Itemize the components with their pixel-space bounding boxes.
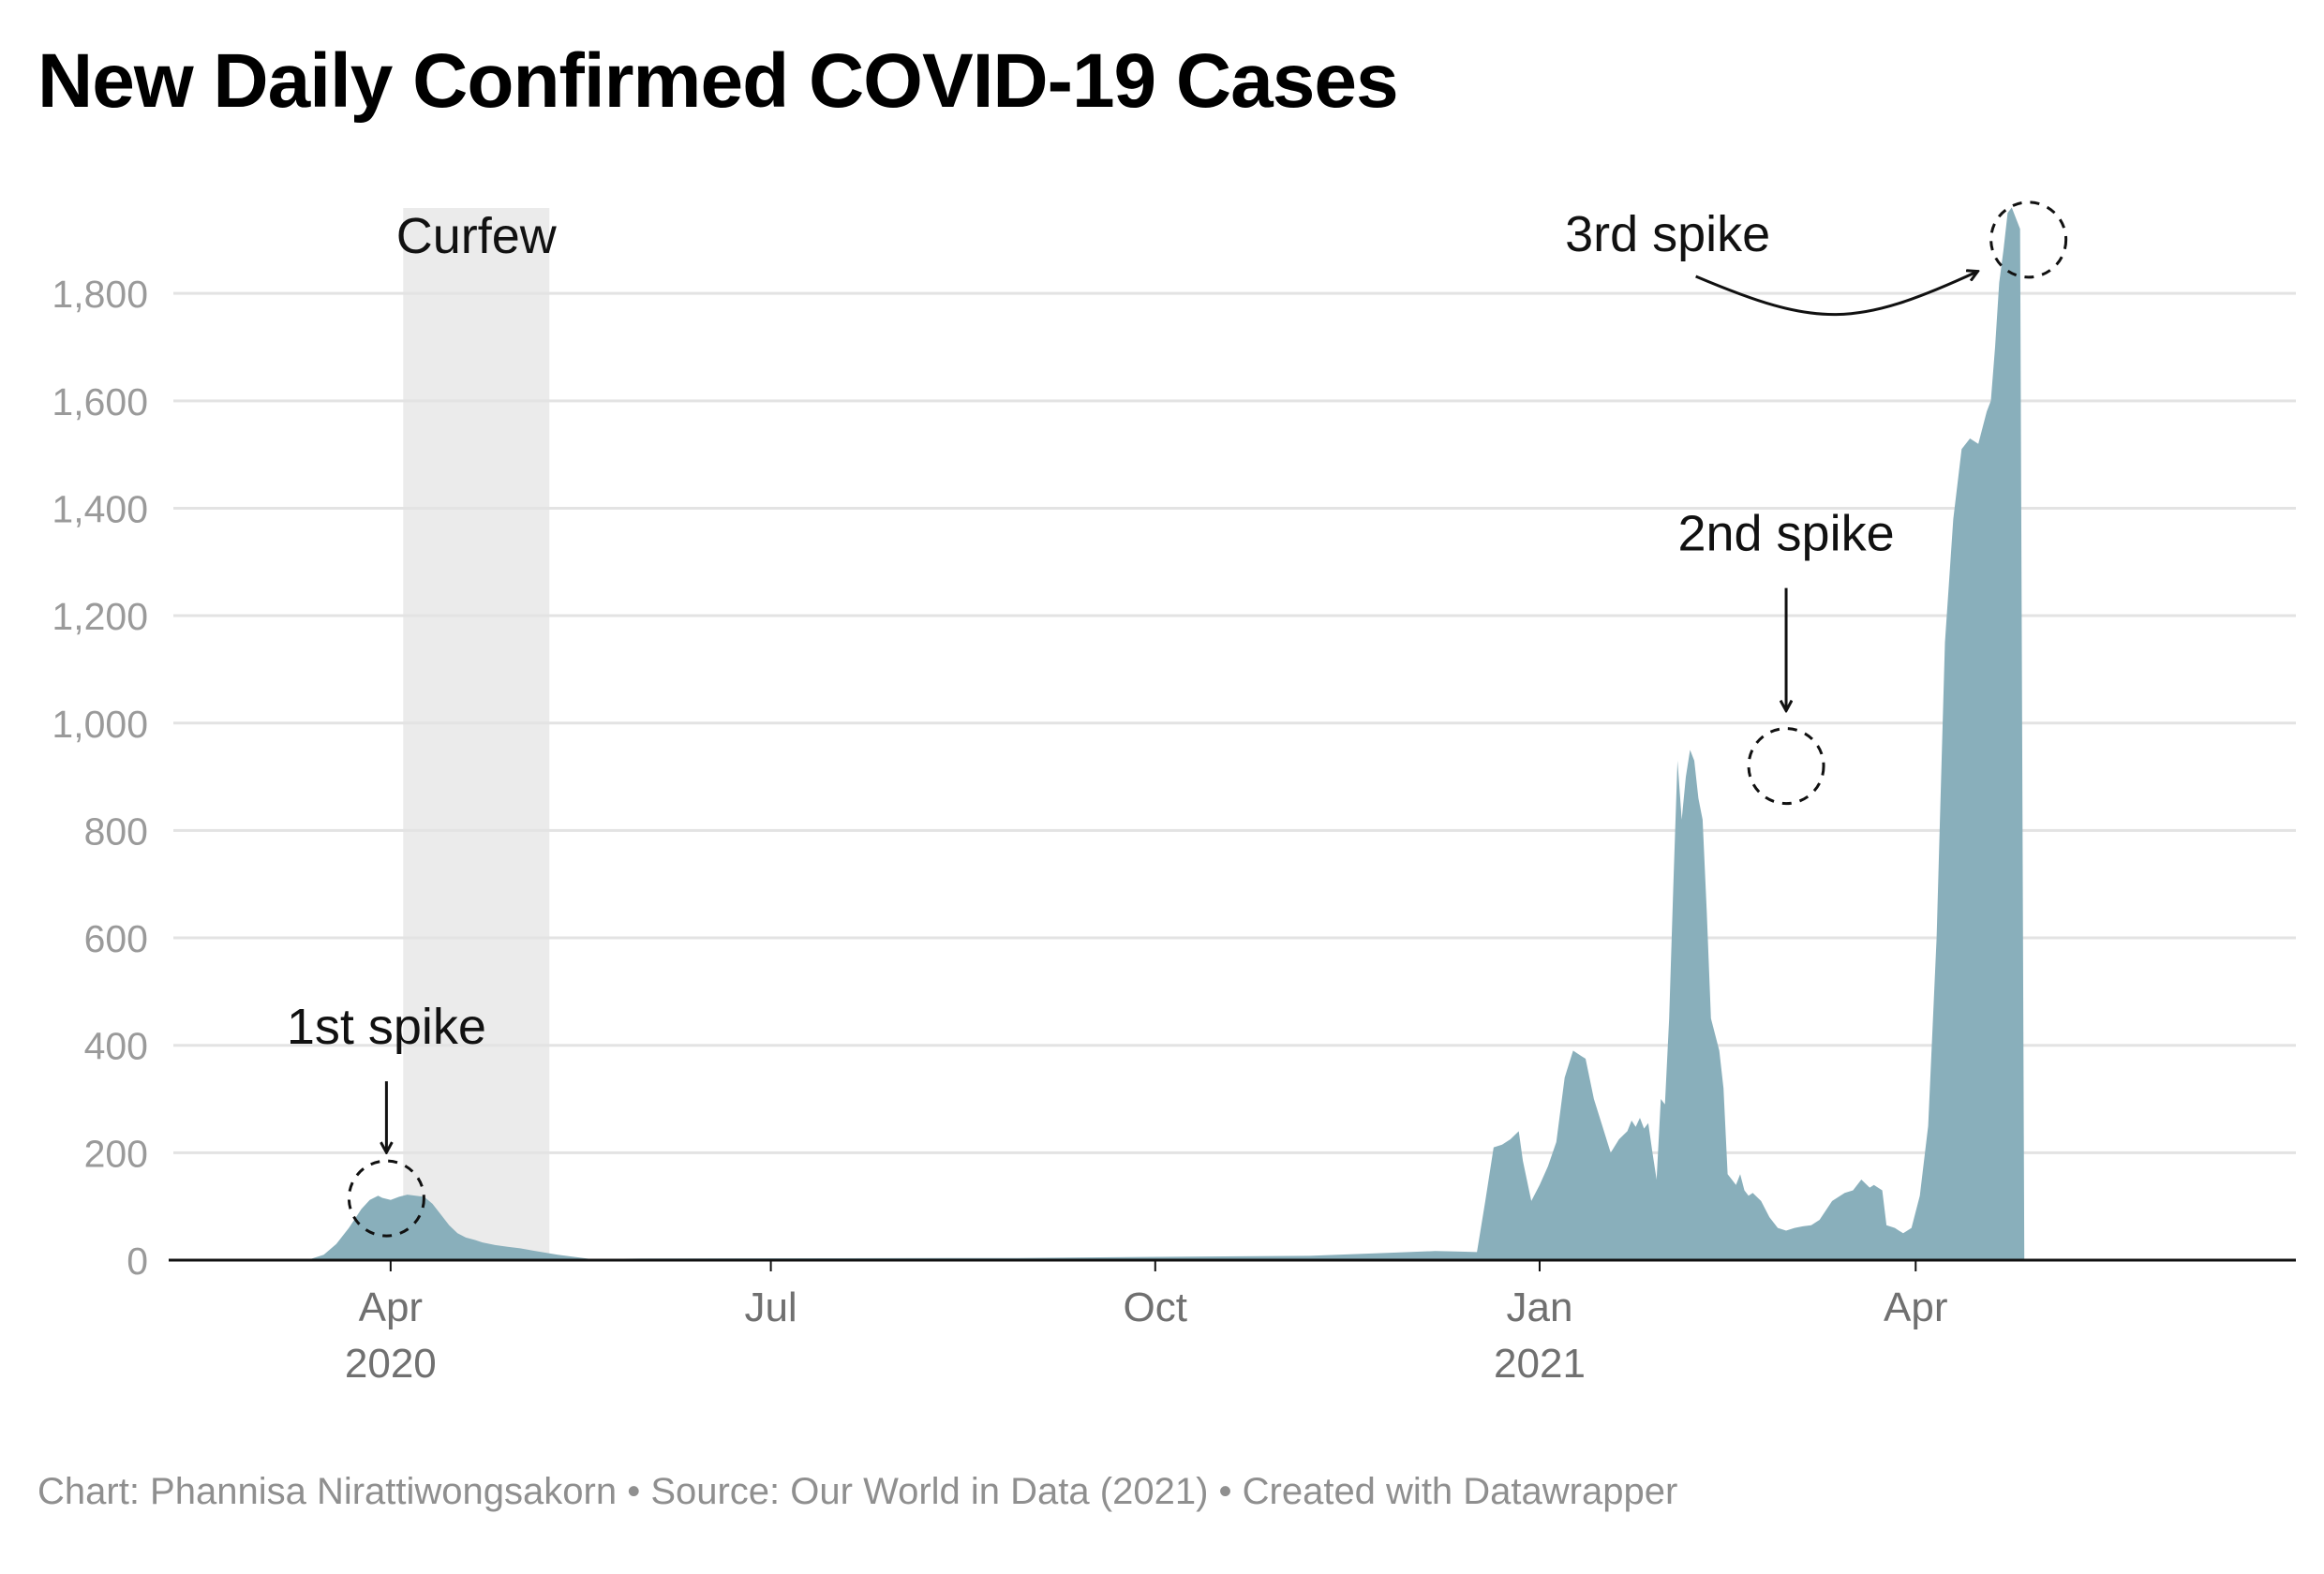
- y-tick-label: 400: [84, 1025, 148, 1068]
- x-tick-label: Jan: [1507, 1284, 1573, 1330]
- annotations: 1st spike 2nd spike 3rd spike: [287, 200, 2068, 1238]
- x-tick-year-label: 2020: [345, 1341, 437, 1387]
- y-tick-label: 1,200: [52, 595, 148, 638]
- x-tick-label: Apr: [1884, 1284, 1947, 1330]
- spike-label: 1st spike: [287, 999, 486, 1055]
- spike-highlight-circle: [1989, 200, 2068, 279]
- y-tick-label: 800: [84, 809, 148, 853]
- curfew-shaded-band: [403, 208, 550, 1260]
- spike-highlight-circle: [1747, 727, 1825, 806]
- y-tick-label: 1,600: [52, 380, 148, 423]
- chart-title: New Daily Confirmed COVID-19 Cases: [37, 38, 1399, 124]
- spike-label: 3rd spike: [1565, 206, 1770, 262]
- y-tick-label: 600: [84, 917, 148, 960]
- y-tick-label: 200: [84, 1132, 148, 1175]
- x-tick-label: Jul: [744, 1284, 797, 1330]
- x-axis-tick-labels: Apr 2020 Jul Oct Jan 2021 Apr: [345, 1260, 1948, 1387]
- shaded-region-layer: Curfew: [396, 208, 558, 1260]
- y-tick-label: 1,400: [52, 487, 148, 530]
- y-tick-label: 1,000: [52, 703, 148, 746]
- spike-highlight-circle: [347, 1159, 425, 1238]
- x-tick-year-label: 2021: [1494, 1341, 1586, 1387]
- spike-arrow: [1695, 272, 1977, 317]
- chart-footer: Chart: Phannisa Nirattiwongsakorn • Sour…: [37, 1471, 1678, 1512]
- y-tick-label: 0: [127, 1240, 148, 1283]
- spike-label: 2nd spike: [1677, 506, 1894, 562]
- x-tick-label: Apr: [359, 1284, 423, 1330]
- curfew-label: Curfew: [396, 208, 558, 264]
- gridlines: [173, 291, 2296, 1154]
- y-axis-tick-labels: 0 200 400 600 800 1,000 1,200 1,400 1,600 1,800: [52, 273, 148, 1283]
- y-tick-label: 1,800: [52, 273, 148, 316]
- x-tick-label: Oct: [1124, 1284, 1187, 1330]
